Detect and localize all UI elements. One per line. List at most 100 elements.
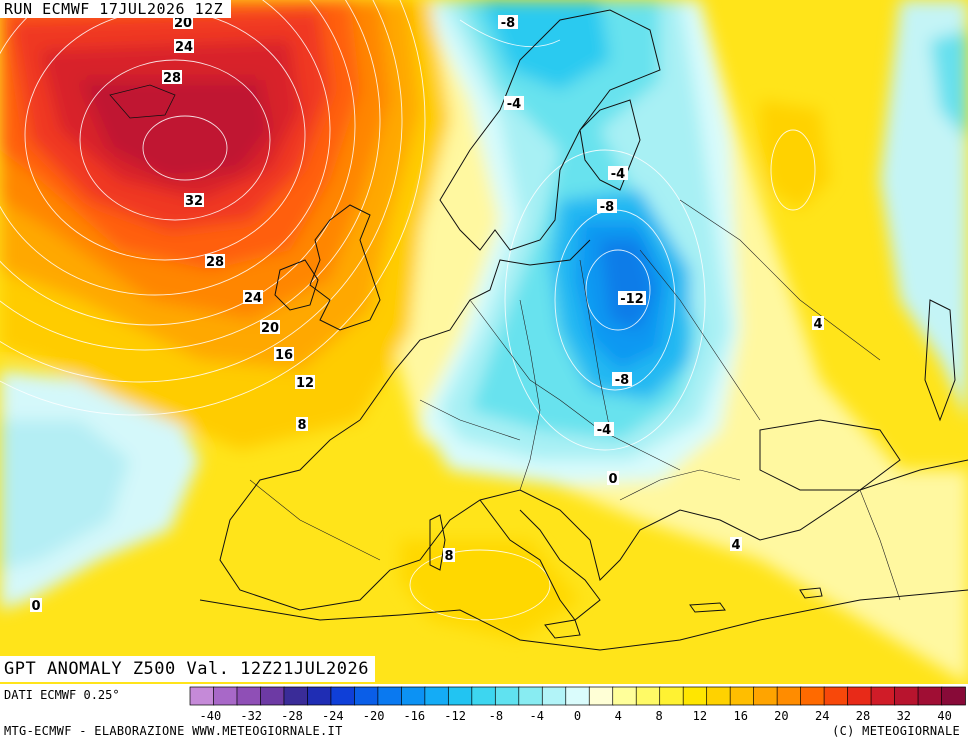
legend-swatch <box>471 686 497 706</box>
legend-tick: 4 <box>615 709 622 723</box>
legend-swatch <box>776 686 802 706</box>
legend-tick: -40 <box>200 709 222 723</box>
contour-label: 4 <box>730 537 742 553</box>
svg-text:8: 8 <box>297 418 306 433</box>
contour-label: -4 <box>608 166 628 182</box>
legend-swatch <box>213 686 238 706</box>
coastlines <box>109 9 968 651</box>
svg-text:0: 0 <box>608 472 617 487</box>
svg-text:-4: -4 <box>611 167 625 182</box>
legend-swatch <box>588 686 614 706</box>
contour-label: -12 <box>618 291 646 307</box>
east-ridge <box>760 100 830 210</box>
legend-tick: 32 <box>897 709 911 723</box>
legend-swatch <box>565 686 591 706</box>
credit-right: (C) METEOGIORNALE <box>832 724 960 738</box>
svg-text:-8: -8 <box>501 16 515 31</box>
legend-tick: -12 <box>444 709 466 723</box>
legend-swatch <box>729 686 755 706</box>
contour-label: 16 <box>274 347 294 363</box>
contour-label: -4 <box>504 96 524 112</box>
credit-left: MTG-ECMWF - ELABORAZIONE WWW.METEOGIORNA… <box>4 724 343 738</box>
legend-swatch <box>706 686 731 706</box>
legend-tick: 12 <box>693 709 707 723</box>
borders <box>249 199 901 601</box>
legend-tick: -28 <box>281 709 303 723</box>
svg-text:28: 28 <box>163 71 181 86</box>
legend-tick: 8 <box>655 709 662 723</box>
legend-swatch <box>612 686 638 706</box>
legend-swatch <box>307 686 332 706</box>
legend-swatch <box>518 686 544 706</box>
legend-tick: -4 <box>529 709 543 723</box>
svg-text:24: 24 <box>175 40 193 55</box>
contour-label: -8 <box>612 372 632 388</box>
legend-swatch <box>659 686 685 706</box>
legend-tick: 28 <box>856 709 870 723</box>
legend-swatch <box>424 686 450 706</box>
legend-tick: 16 <box>733 709 747 723</box>
legend-swatch <box>283 686 309 706</box>
legend-tick: -24 <box>322 709 344 723</box>
run-label: RUN ECMWF 17JUL2026 12Z <box>0 0 232 18</box>
color-legend: -40 -32 -28 -24 -20 -16 -12 -8 -4 0 4 8 12 16 20 24 28 32… <box>189 686 966 723</box>
svg-text:32: 32 <box>185 194 203 209</box>
legend-swatch <box>377 686 403 706</box>
legend-swatch <box>682 686 708 706</box>
legend-swatch <box>236 686 262 706</box>
contour-label: 4 <box>812 316 824 332</box>
legend-swatch <box>354 686 379 706</box>
svg-text:-8: -8 <box>615 373 629 388</box>
legend-tick: -16 <box>403 709 425 723</box>
legend-tick: 20 <box>774 709 788 723</box>
svg-text:4: 4 <box>731 538 740 553</box>
legend-swatch <box>917 686 943 706</box>
svg-text:-4: -4 <box>597 423 611 438</box>
legend-swatch <box>447 686 473 706</box>
legend-tick: 0 <box>574 709 581 723</box>
contour-label: 20 <box>260 320 280 336</box>
contour-label: 24 <box>174 39 194 55</box>
svg-text:12: 12 <box>296 376 314 391</box>
legend-area: DATI ECMWF 0.25° -40 -32 -28 -24 -20 -16 -12 -8… <box>0 684 968 745</box>
contour-label: 28 <box>205 254 225 270</box>
contour-label: -8 <box>597 199 617 215</box>
svg-text:-8: -8 <box>600 200 614 215</box>
contour-label: 24 <box>243 290 263 306</box>
contour-label: 28 <box>162 70 182 86</box>
legend-swatch <box>401 686 426 706</box>
svg-text:-4: -4 <box>507 97 521 112</box>
legend-tick: 24 <box>815 709 829 723</box>
legend-swatch <box>847 686 872 706</box>
legend-swatch <box>823 686 849 706</box>
shading <box>0 0 968 684</box>
legend-swatch <box>541 686 567 706</box>
legend-swatch <box>494 686 520 706</box>
data-source: DATI ECMWF 0.25° <box>4 688 120 702</box>
svg-text:16: 16 <box>275 348 293 363</box>
legend-swatch <box>800 686 825 706</box>
ridge-zone-6 <box>80 80 270 180</box>
contour-label: 12 <box>295 375 315 391</box>
contour-label: 8 <box>443 548 455 564</box>
legend-tick: -8 <box>489 709 503 723</box>
legend-swatch <box>260 686 285 706</box>
svg-text:28: 28 <box>206 255 224 270</box>
svg-text:24: 24 <box>244 291 262 306</box>
contour-label: -4 <box>594 422 614 438</box>
contour-label: -8 <box>498 15 518 31</box>
svg-text:-12: -12 <box>620 292 644 307</box>
legend-swatch <box>189 686 215 706</box>
contour-label: 0 <box>30 598 42 614</box>
svg-text:20: 20 <box>174 16 192 31</box>
legend-tick: -20 <box>363 709 385 723</box>
legend-swatch <box>753 686 778 706</box>
legend-swatch <box>330 686 356 706</box>
svg-text:0: 0 <box>31 599 40 614</box>
legend-tick: 40 <box>937 709 951 723</box>
contour-label: 0 <box>607 471 619 487</box>
svg-text:20: 20 <box>261 321 279 336</box>
